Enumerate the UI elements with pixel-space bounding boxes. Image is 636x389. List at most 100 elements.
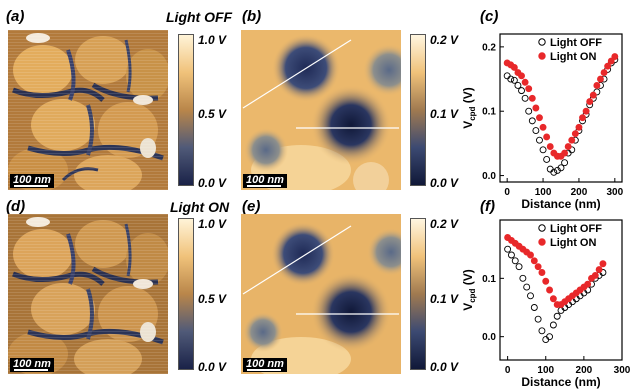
light-off-point bbox=[512, 258, 518, 264]
light-on-point bbox=[543, 278, 549, 284]
scale-bar-e: 100 nm bbox=[243, 358, 287, 372]
light-on-point bbox=[590, 92, 596, 98]
light-off-point bbox=[508, 252, 514, 258]
light-on-point bbox=[583, 108, 589, 114]
panel-title-a: Light OFF bbox=[166, 9, 232, 25]
light-on-point bbox=[594, 82, 600, 88]
light-off-point bbox=[535, 316, 541, 322]
light-on-point bbox=[528, 252, 534, 258]
colorbar-e bbox=[410, 218, 426, 370]
legend-label: Light OFF bbox=[550, 223, 602, 235]
light-on-point bbox=[550, 296, 556, 302]
scale-bar-d: 100 nm bbox=[10, 358, 54, 372]
x-axis-label: Distance (nm) bbox=[521, 375, 600, 389]
light-off-point bbox=[516, 264, 522, 270]
legend-label: Light ON bbox=[550, 51, 596, 63]
light-off-point bbox=[505, 246, 511, 252]
light-on-point bbox=[585, 281, 591, 287]
y-tick-label: 0.1 bbox=[482, 274, 496, 285]
light-on-point bbox=[601, 70, 607, 76]
y-tick-label: 0.0 bbox=[482, 171, 496, 182]
light-on-point bbox=[597, 76, 603, 82]
light-off-point bbox=[547, 166, 553, 172]
y-tick-label: 0.2 bbox=[482, 42, 496, 53]
light-on-point bbox=[576, 124, 582, 130]
x-tick-label: 0 bbox=[505, 365, 511, 376]
x-axis-label: Distance (nm) bbox=[521, 197, 600, 211]
legend-label: Light OFF bbox=[550, 37, 602, 49]
chart-c: 0 100 200 300 0.0 0.1 0.2 Distance (nm) Vcpd (V)… bbox=[462, 22, 632, 212]
light-on-point bbox=[536, 115, 542, 121]
colorbar-b-tick-min: 0.0 V bbox=[430, 176, 458, 190]
light-off-point bbox=[526, 108, 532, 114]
kpfm-image-b: 100 nm bbox=[241, 30, 401, 190]
light-off-point bbox=[550, 322, 556, 328]
colorbar-a-tick-mid: 0.5 V bbox=[198, 107, 226, 121]
light-on-point bbox=[600, 261, 606, 267]
light-on-point bbox=[580, 115, 586, 121]
light-on-point bbox=[569, 137, 575, 143]
colorbar-a-tick-min: 0.0 V bbox=[198, 176, 226, 190]
panel-label-b: (b) bbox=[242, 8, 261, 25]
kpfm-image-a: 100 nm bbox=[8, 30, 168, 190]
colorbar-e-tick-min: 0.0 V bbox=[430, 360, 458, 374]
colorbar-a bbox=[178, 34, 194, 186]
light-off-point bbox=[551, 169, 557, 175]
light-on-point bbox=[539, 270, 545, 276]
light-off-point bbox=[562, 160, 568, 166]
panel-label-d: (d) bbox=[6, 198, 25, 215]
chart-f: 0 100 200 300 0.0 0.1 Distance (nm) Vcpd (V) Lig… bbox=[462, 210, 632, 389]
panel-title-d: Light ON bbox=[170, 199, 229, 215]
light-on-point bbox=[565, 144, 571, 150]
light-on-point bbox=[522, 79, 528, 85]
light-on-point bbox=[529, 95, 535, 101]
scale-bar-a: 100 nm bbox=[10, 174, 54, 188]
colorbar-b-tick-mid: 0.1 V bbox=[430, 107, 458, 121]
panel-label-e: (e) bbox=[242, 198, 260, 215]
light-off-point bbox=[520, 275, 526, 281]
y-tick-label: 0.0 bbox=[482, 332, 496, 343]
light-on-point bbox=[587, 99, 593, 105]
light-on-point bbox=[519, 73, 525, 79]
colorbar-d-tick-max: 1.0 V bbox=[198, 217, 226, 231]
y-axis-label: Vcpd (V) bbox=[462, 269, 477, 311]
light-on-point bbox=[612, 54, 618, 60]
light-on-point bbox=[592, 272, 598, 278]
legend-label: Light ON bbox=[550, 237, 596, 249]
colorbar-b bbox=[410, 34, 426, 186]
colorbar-a-tick-max: 1.0 V bbox=[198, 33, 226, 47]
light-on-point bbox=[547, 287, 553, 293]
legend-marker bbox=[539, 39, 545, 45]
light-on-point bbox=[540, 124, 546, 130]
y-axis-label: Vcpd (V) bbox=[462, 87, 477, 129]
colorbar-e-tick-max: 0.2 V bbox=[430, 217, 458, 231]
light-on-point bbox=[526, 86, 532, 92]
kpfm-image-e: 100 nm bbox=[241, 214, 401, 374]
y-tick-label: 0.1 bbox=[482, 107, 496, 118]
light-off-point bbox=[528, 293, 534, 299]
panel-label-a: (a) bbox=[6, 8, 24, 25]
colorbar-d bbox=[178, 218, 194, 370]
light-on-point bbox=[547, 144, 553, 150]
light-on-point bbox=[531, 258, 537, 264]
light-off-point bbox=[554, 313, 560, 319]
light-on-point bbox=[572, 131, 578, 137]
light-off-point bbox=[524, 284, 530, 290]
light-off-point bbox=[519, 88, 525, 94]
light-off-point bbox=[531, 305, 537, 311]
light-off-point bbox=[529, 118, 535, 124]
light-on-point bbox=[562, 150, 568, 156]
light-off-point bbox=[533, 128, 539, 134]
light-on-point bbox=[535, 264, 541, 270]
colorbar-d-tick-mid: 0.5 V bbox=[198, 292, 226, 306]
light-on-point bbox=[544, 134, 550, 140]
colorbar-b-tick-max: 0.2 V bbox=[430, 33, 458, 47]
light-off-point bbox=[522, 95, 528, 101]
x-tick-label: 0 bbox=[504, 187, 510, 198]
kpfm-image-d: 100 nm bbox=[8, 214, 168, 374]
light-off-point bbox=[508, 76, 514, 82]
light-on-point bbox=[533, 105, 539, 111]
scale-bar-b: 100 nm bbox=[243, 174, 287, 188]
legend-marker bbox=[539, 239, 545, 245]
light-off-point bbox=[536, 137, 542, 143]
